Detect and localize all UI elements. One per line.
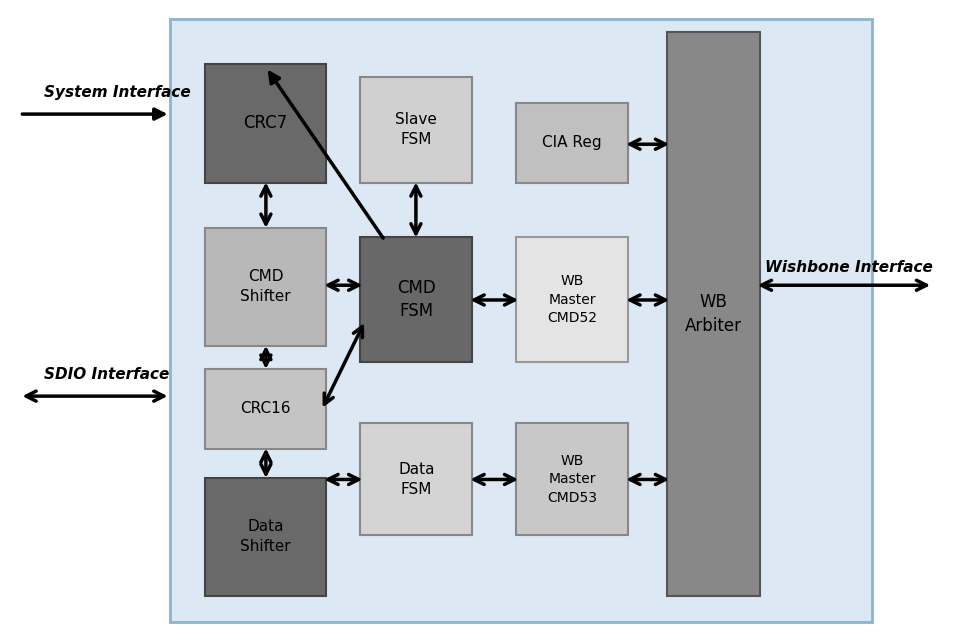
Text: WB
Master
CMD53: WB Master CMD53 — [547, 454, 597, 504]
FancyBboxPatch shape — [205, 369, 326, 449]
Text: CRC7: CRC7 — [244, 114, 287, 133]
FancyBboxPatch shape — [205, 228, 326, 346]
FancyBboxPatch shape — [667, 32, 760, 596]
Text: CRC16: CRC16 — [241, 401, 290, 416]
FancyBboxPatch shape — [170, 19, 872, 622]
FancyBboxPatch shape — [205, 478, 326, 596]
Text: WB
Master
CMD52: WB Master CMD52 — [547, 274, 597, 325]
FancyBboxPatch shape — [516, 237, 628, 362]
Text: CMD
FSM: CMD FSM — [397, 279, 435, 320]
Text: System Interface: System Interface — [44, 85, 191, 101]
FancyBboxPatch shape — [360, 77, 472, 183]
FancyBboxPatch shape — [360, 237, 472, 362]
FancyBboxPatch shape — [516, 103, 628, 183]
Text: CMD
Shifter: CMD Shifter — [241, 269, 290, 304]
Text: Data
FSM: Data FSM — [398, 462, 434, 497]
Text: Slave
FSM: Slave FSM — [395, 112, 437, 147]
Text: CIA Reg: CIA Reg — [543, 135, 602, 150]
Text: Data
Shifter: Data Shifter — [241, 519, 290, 554]
Text: WB
Arbiter: WB Arbiter — [685, 294, 742, 335]
Text: Wishbone Interface: Wishbone Interface — [766, 260, 933, 276]
FancyBboxPatch shape — [360, 423, 472, 535]
Text: SDIO Interface: SDIO Interface — [44, 367, 169, 383]
FancyBboxPatch shape — [205, 64, 326, 183]
FancyBboxPatch shape — [516, 423, 628, 535]
